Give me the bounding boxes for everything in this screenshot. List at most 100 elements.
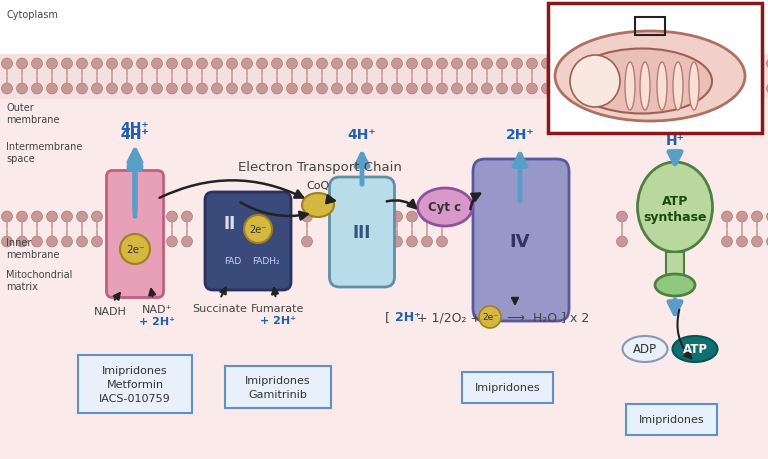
Circle shape (376, 84, 388, 95)
Circle shape (61, 236, 72, 247)
FancyBboxPatch shape (225, 366, 331, 408)
Circle shape (137, 84, 147, 95)
Bar (635, 18, 665, 36)
Circle shape (752, 212, 763, 223)
Text: 2e⁻: 2e⁻ (482, 313, 498, 322)
FancyBboxPatch shape (205, 193, 291, 291)
Circle shape (752, 59, 763, 70)
Circle shape (436, 236, 448, 247)
Circle shape (302, 236, 313, 247)
Circle shape (197, 84, 207, 95)
Circle shape (47, 236, 58, 247)
Text: Inner
membrane: Inner membrane (6, 237, 59, 260)
Circle shape (466, 84, 478, 95)
Circle shape (302, 59, 313, 70)
Circle shape (721, 236, 733, 247)
Text: 4H⁺: 4H⁺ (121, 128, 149, 142)
Text: ATP: ATP (683, 343, 707, 356)
Text: Imipridones
Metformin
IACS-010759: Imipridones Metformin IACS-010759 (99, 365, 170, 403)
Circle shape (286, 59, 297, 70)
Circle shape (647, 84, 657, 95)
Text: NADH: NADH (94, 306, 127, 316)
Circle shape (452, 84, 462, 95)
Circle shape (31, 212, 42, 223)
Circle shape (631, 59, 643, 70)
Circle shape (737, 236, 747, 247)
Circle shape (737, 59, 747, 70)
Circle shape (482, 84, 492, 95)
Circle shape (601, 84, 613, 95)
Circle shape (332, 59, 343, 70)
Text: 2e⁻: 2e⁻ (126, 245, 144, 254)
Text: Imipridones: Imipridones (475, 382, 541, 392)
Circle shape (571, 59, 582, 70)
Circle shape (151, 84, 163, 95)
Circle shape (167, 212, 177, 223)
Circle shape (496, 59, 508, 70)
Circle shape (392, 212, 402, 223)
Circle shape (422, 236, 432, 247)
Circle shape (77, 84, 88, 95)
Text: ATP
synthase: ATP synthase (644, 195, 707, 224)
Text: 2H⁺: 2H⁺ (505, 128, 535, 142)
Circle shape (436, 212, 448, 223)
Ellipse shape (689, 63, 699, 111)
Text: II: II (224, 214, 236, 233)
Text: 4H⁺: 4H⁺ (348, 128, 376, 142)
Circle shape (77, 236, 88, 247)
Circle shape (16, 59, 28, 70)
Circle shape (677, 59, 687, 70)
Circle shape (571, 84, 582, 95)
Circle shape (647, 59, 657, 70)
Text: 2H⁺: 2H⁺ (395, 311, 421, 324)
Circle shape (167, 236, 177, 247)
Circle shape (31, 84, 42, 95)
Circle shape (332, 84, 343, 95)
Text: Intermembrane
space: Intermembrane space (6, 142, 82, 164)
Circle shape (587, 84, 598, 95)
Circle shape (241, 84, 253, 95)
Circle shape (752, 84, 763, 95)
Text: + 1/2O₂ +: + 1/2O₂ + (417, 311, 481, 324)
Circle shape (211, 84, 223, 95)
Circle shape (31, 236, 42, 247)
Circle shape (61, 84, 72, 95)
Circle shape (316, 84, 327, 95)
Circle shape (241, 59, 253, 70)
Bar (0, 0, 768, 55)
Circle shape (91, 84, 102, 95)
Circle shape (91, 212, 102, 223)
Text: FAD: FAD (224, 257, 242, 266)
Circle shape (617, 59, 627, 70)
Circle shape (362, 84, 372, 95)
Circle shape (707, 84, 717, 95)
Circle shape (16, 212, 28, 223)
FancyBboxPatch shape (78, 355, 192, 413)
Circle shape (617, 236, 627, 247)
Circle shape (392, 84, 402, 95)
Circle shape (766, 212, 768, 223)
Circle shape (466, 59, 478, 70)
Circle shape (511, 84, 522, 95)
Circle shape (617, 212, 627, 223)
Circle shape (47, 212, 58, 223)
Circle shape (436, 84, 448, 95)
Circle shape (436, 59, 448, 70)
Circle shape (707, 59, 717, 70)
Circle shape (120, 235, 150, 264)
Circle shape (406, 212, 418, 223)
Ellipse shape (673, 336, 717, 362)
Ellipse shape (655, 274, 695, 297)
Circle shape (61, 212, 72, 223)
Circle shape (47, 84, 58, 95)
Circle shape (406, 236, 418, 247)
Circle shape (286, 84, 297, 95)
Circle shape (47, 59, 58, 70)
Circle shape (227, 84, 237, 95)
Circle shape (181, 84, 193, 95)
Circle shape (107, 84, 118, 95)
Text: 4H⁺: 4H⁺ (121, 128, 149, 142)
Circle shape (167, 59, 177, 70)
Circle shape (272, 59, 283, 70)
Bar (0, 55, 768, 120)
